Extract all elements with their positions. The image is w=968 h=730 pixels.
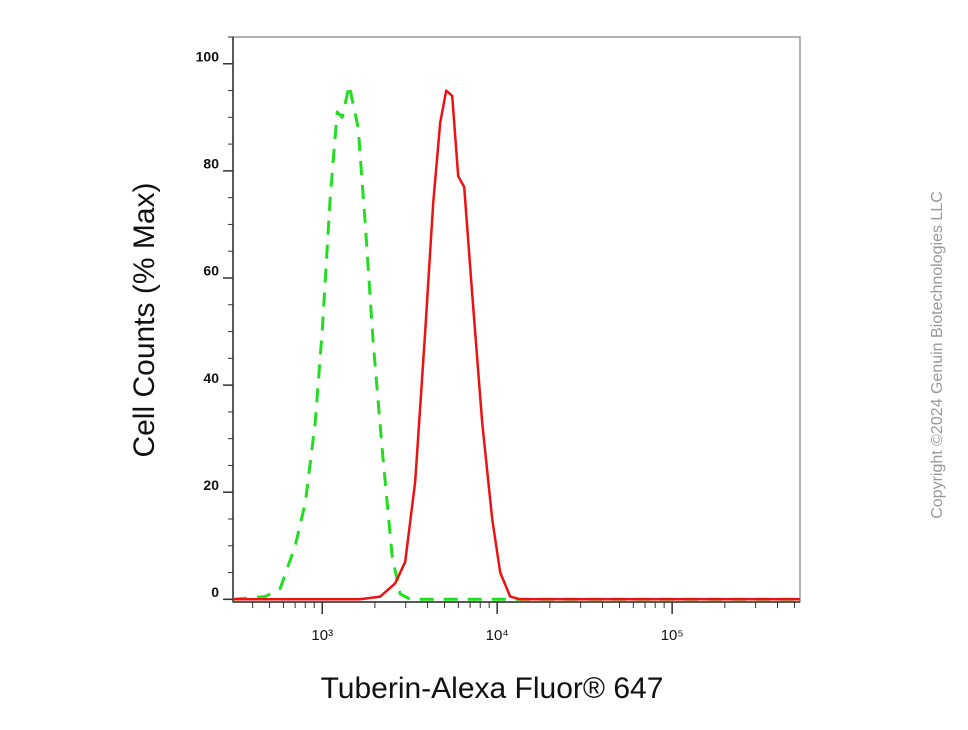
series-line: [233, 89, 800, 601]
y-tick-label: 100: [196, 48, 220, 64]
y-tick-label: 20: [203, 477, 219, 493]
x-tick-label: 10⁵: [661, 627, 684, 644]
plot-frame: [232, 36, 801, 603]
watermark: Copyright ©2024 Genuin Biotechnologies L…: [929, 191, 946, 519]
y-tick-label: 80: [203, 156, 219, 172]
series-line: [232, 83, 800, 601]
x-tick-label: 10³: [311, 627, 333, 644]
y-axis-label: Cell Counts (% Max): [128, 182, 161, 457]
y-tick-label: 40: [203, 370, 219, 386]
y-tick-label: 60: [203, 263, 219, 279]
x-axis-label: Tuberin-Alexa Fluor® 647: [321, 672, 664, 705]
x-tick-label: 10⁴: [486, 627, 509, 644]
y-tick-label: 0: [211, 584, 219, 600]
